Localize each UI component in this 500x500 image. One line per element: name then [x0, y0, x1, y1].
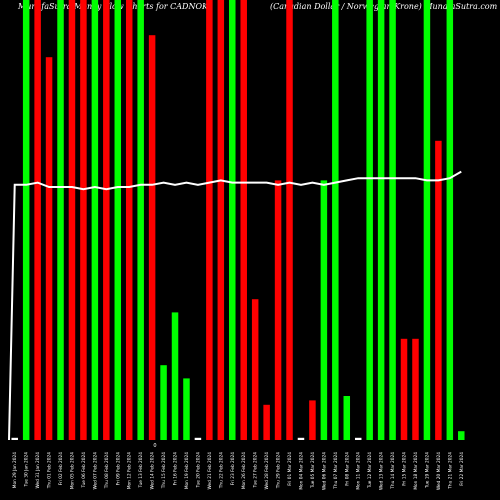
bar-10: [114, 0, 122, 440]
x-tick-label-37: Tue 19 Mar 2024: [424, 452, 430, 489]
x-tick-label-11: Mon 12 Feb 2024: [127, 452, 133, 489]
bar-13: [148, 35, 156, 440]
bar-series: [11, 0, 465, 441]
x-tick-label-4: Thu 01 Feb 2024: [47, 452, 53, 489]
bar-1: [11, 437, 18, 440]
x-tick-label-6: Mon 05 Feb 2024: [69, 452, 75, 489]
x-tick-label-39: Thu 21 Mar 2024: [447, 452, 453, 490]
bar-11: [125, 0, 133, 440]
bar-19: [217, 0, 225, 440]
bar-31: [354, 437, 362, 440]
bar-34: [389, 0, 396, 440]
x-tick-label-22: Tue 27 Feb 2024: [253, 452, 259, 489]
bar-30: [343, 396, 351, 440]
bar-24: [274, 180, 282, 440]
x-axis-tick-labels: Mon 29 Jan 2024 Tue 30 Jan 2024 Wed 31 Jan…: [12, 452, 465, 490]
bar-28: [320, 180, 328, 440]
x-tick-label-35: Fri 15 Mar 2024: [402, 452, 408, 486]
x-tick-label-12: Tue 13 Feb 2024: [138, 452, 144, 489]
x-tick-label-15: Fri 16 Feb 2024: [173, 452, 179, 485]
bar-27: [309, 400, 316, 440]
x-tick-label-25: Fri 01 Mar 2024: [287, 452, 293, 486]
bar-4: [45, 57, 53, 440]
x-tick-label-1: Mon 29 Jan 2024: [12, 452, 18, 488]
x-tick-label-21: Mon 26 Feb 2024: [241, 452, 247, 489]
x-tick-label-23: Wed 28 Feb 2024: [264, 452, 270, 490]
x-tick-label-7: Tue 06 Feb 2024: [81, 452, 87, 489]
x-tick-label-40: Fri 22 Mar 2024: [459, 452, 465, 486]
bar-25: [286, 0, 293, 440]
x-tick-label-18: Wed 21 Feb 2024: [207, 452, 213, 490]
bar-36: [412, 338, 419, 440]
bar-39: [446, 0, 454, 440]
bar-9: [103, 0, 110, 440]
money-flow-line: [8, 170, 462, 441]
chart-title: MunafaSutra Money Flow Charts for CADNOK: [17, 2, 209, 11]
bar-3: [34, 0, 41, 440]
x-tick-label-14: Thu 15 Feb 2024: [161, 452, 167, 489]
x-tick-label-3: Wed 31 Jan 2024: [35, 452, 41, 489]
bar-2: [22, 0, 30, 440]
bar-26: [297, 437, 305, 440]
x-tick-label-17: Tue 20 Feb 2024: [195, 452, 201, 489]
x-tick-label-2: Tue 30 Jan 2024: [24, 452, 30, 488]
x-tick-label-26: Mon 04 Mar 2024: [298, 452, 304, 490]
zero-label: 0: [153, 443, 156, 449]
bar-18: [206, 0, 213, 440]
bar-21: [240, 0, 247, 440]
x-tick-label-38: Wed 20 Mar 2024: [436, 452, 442, 490]
bar-8: [91, 0, 99, 440]
x-tick-label-31: Mon 11 Mar 2024: [356, 452, 362, 490]
x-tick-label-20: Fri 23 Feb 2024: [230, 452, 236, 485]
x-tick-label-8: Wed 07 Feb 2024: [92, 452, 98, 490]
x-tick-label-5: Fri 02 Feb 2024: [58, 452, 64, 485]
bar-33: [377, 0, 385, 440]
bar-14: [160, 365, 167, 440]
bar-23: [263, 404, 270, 440]
x-tick-label-9: Thu 08 Feb 2024: [104, 452, 110, 489]
bar-7: [80, 0, 87, 440]
bar-15: [171, 312, 179, 440]
x-tick-label-24: Thu 29 Feb 2024: [276, 452, 282, 489]
x-tick-label-34: Thu 14 Mar 2024: [390, 452, 396, 490]
x-tick-label-28: Wed 06 Mar 2024: [321, 452, 327, 490]
bar-32: [366, 0, 373, 440]
bar-37: [423, 0, 431, 440]
bar-29: [332, 0, 339, 440]
x-tick-label-32: Tue 12 Mar 2024: [367, 452, 373, 489]
x-tick-label-30: Fri 08 Mar 2024: [344, 452, 350, 486]
x-tick-label-36: Mon 18 Mar 2024: [413, 452, 419, 490]
x-tick-label-27: Tue 05 Mar 2024: [310, 452, 316, 489]
x-tick-label-10: Fri 09 Feb 2024: [115, 452, 121, 485]
bar-12: [137, 0, 144, 440]
bar-35: [400, 338, 408, 440]
bar-17: [194, 437, 202, 440]
x-tick-label-16: Mon 19 Feb 2024: [184, 452, 190, 489]
bar-20: [229, 0, 236, 440]
x-tick-label-19: Thu 22 Feb 2024: [218, 452, 224, 489]
x-tick-label-29: Thu 07 Mar 2024: [333, 452, 339, 490]
bar-6: [68, 0, 76, 440]
x-tick-label-33: Wed 13 Mar 2024: [379, 452, 385, 490]
bar-5: [57, 0, 64, 440]
x-tick-label-13: Wed 14 Feb 2024: [150, 452, 156, 490]
bar-22: [251, 299, 259, 440]
bar-16: [183, 378, 190, 440]
bar-38: [435, 140, 442, 441]
bar-40: [458, 431, 465, 440]
